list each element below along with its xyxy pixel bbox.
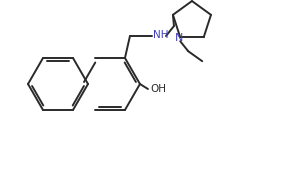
Text: OH: OH bbox=[150, 84, 166, 94]
Text: N: N bbox=[175, 33, 183, 43]
Text: NH: NH bbox=[153, 30, 168, 40]
